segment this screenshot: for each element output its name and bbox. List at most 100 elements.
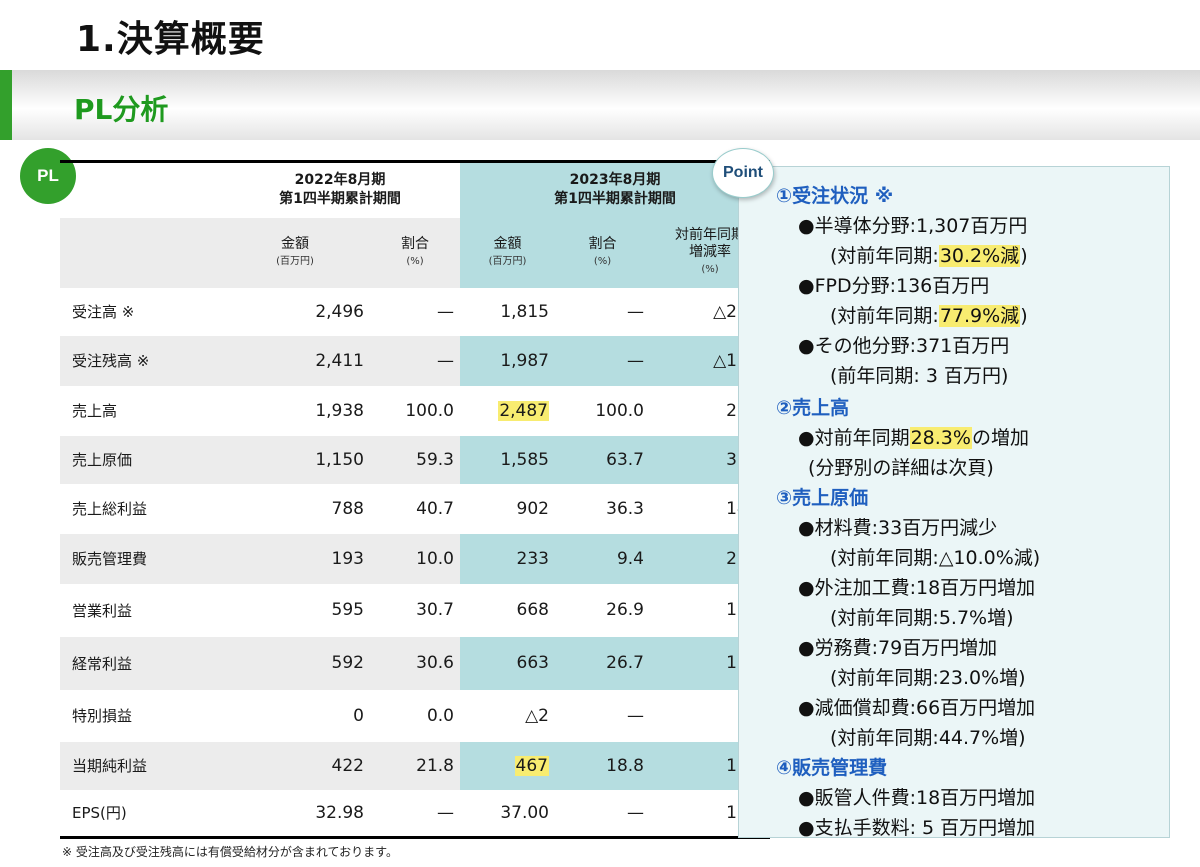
prev-ratio-cell: 0.0 [370, 689, 460, 742]
point-line: (対前年同期:23.0%増) [830, 667, 1026, 689]
curr-ratio-cell: — [555, 689, 650, 742]
highlight-value: 2,487 [498, 400, 549, 421]
point-line: ●FPD分野:136百万円 [798, 275, 990, 297]
header-prev-amount: 金額 (百万円) [220, 217, 370, 288]
highlight-value: 30.2%減 [938, 245, 1021, 267]
curr-ratio-cell: — [555, 287, 650, 336]
point-panel [738, 166, 1170, 838]
curr-ratio-cell: — [555, 335, 650, 386]
point-line: ●労務費:79百万円増加 [798, 637, 998, 659]
header-prev-period: 2022年8月期 第1四半期累計期間 [220, 160, 460, 218]
prev-ratio-cell: 30.7 [370, 583, 460, 637]
table-row: 受注残高 ※2,411—1,987—△17.6 [60, 335, 771, 386]
point-line: ●販管人件費:18百万円増加 [798, 787, 1036, 809]
point-line: (対前年同期:5.7%増) [830, 607, 1014, 629]
header-curr-amount: 金額 (百万円) [460, 217, 555, 288]
row-label: 受注高 ※ [60, 287, 220, 336]
point-heading-sales: ②売上高 [776, 397, 850, 419]
point-line: ●対前年同期28.3%の増加 [798, 427, 1029, 449]
prev-amount-cell: 32.98 [220, 789, 370, 839]
curr-ratio-cell: 36.3 [555, 483, 650, 534]
curr-amount-cell: 663 [460, 636, 555, 690]
row-label: 受注残高 ※ [60, 335, 220, 386]
prev-ratio-cell: 21.8 [370, 741, 460, 790]
point-line: ●材料費:33百万円減少 [798, 517, 998, 539]
curr-ratio-cell: 100.0 [555, 385, 650, 436]
curr-amount-cell: 233 [460, 533, 555, 584]
row-label: EPS(円) [60, 789, 220, 839]
footnote: ※ 受注高及び受注残高には有償受給材分が含まれております。 [62, 845, 398, 859]
point-line: (前年同期: 3 百万円) [830, 365, 1009, 387]
prev-ratio-cell: — [370, 789, 460, 839]
prev-amount-cell: 788 [220, 483, 370, 534]
point-line: ●外注加工費:18百万円増加 [798, 577, 1036, 599]
curr-ratio-cell: 26.7 [555, 636, 650, 690]
section-title: PL分析 [74, 93, 169, 126]
point-line: ●半導体分野:1,307百万円 [798, 215, 1028, 237]
prev-ratio-cell: 40.7 [370, 483, 460, 534]
curr-ratio-cell: 9.4 [555, 533, 650, 584]
section-accent-bar [0, 70, 12, 140]
row-label: 売上高 [60, 385, 220, 436]
point-heading-orders: ①受注状況 ※ [776, 185, 894, 207]
curr-amount-cell: 1,987 [460, 335, 555, 386]
prev-ratio-cell: — [370, 335, 460, 386]
header-prev-ratio: 割合 (%) [370, 217, 460, 288]
curr-amount-cell: 668 [460, 583, 555, 637]
point-line: ●支払手数料: 5 百万円増加 [798, 817, 1036, 839]
prev-amount-cell: 2,411 [220, 335, 370, 386]
section-header-band [0, 70, 1200, 140]
prev-amount-cell: 1,150 [220, 435, 370, 484]
prev-ratio-cell: 100.0 [370, 385, 460, 436]
point-line: (対前年同期:△10.0%減) [830, 547, 1041, 569]
pl-table: 2022年8月期 第1四半期累計期間 2023年8月期 第1四半期累計期間 金額… [60, 160, 771, 839]
prev-amount-cell: 422 [220, 741, 370, 790]
point-heading-cogs: ③売上原価 [776, 487, 869, 509]
header-curr-ratio: 割合 (%) [555, 217, 650, 288]
prev-ratio-cell: 59.3 [370, 435, 460, 484]
table-row: EPS(円)32.98—37.00—12.2 [60, 789, 771, 839]
curr-amount-cell: 467 [460, 741, 555, 790]
row-label: 販売管理費 [60, 533, 220, 584]
row-label: 売上原価 [60, 435, 220, 484]
curr-amount-cell: 1,585 [460, 435, 555, 484]
table-row: 受注高 ※2,496—1,815—△27.3 [60, 287, 771, 336]
curr-ratio-cell: — [555, 789, 650, 839]
curr-amount-cell: 2,487 [460, 385, 555, 436]
point-line: (分野別の詳細は次頁) [808, 457, 994, 479]
curr-ratio-cell: 18.8 [555, 741, 650, 790]
prev-amount-cell: 0 [220, 689, 370, 742]
point-badge: Point [712, 148, 774, 198]
prev-ratio-cell: 10.0 [370, 533, 460, 584]
row-label: 経常利益 [60, 636, 220, 690]
table-header-period-row: 2022年8月期 第1四半期累計期間 2023年8月期 第1四半期累計期間 [60, 160, 771, 218]
curr-amount-cell: 37.00 [460, 789, 555, 839]
highlight-value: 467 [514, 755, 549, 776]
page-title: 1.決算概要 [76, 19, 265, 60]
curr-amount-cell: 902 [460, 483, 555, 534]
table-header-column-row: 金額 (百万円) 割合 (%) 金額 (百万円) 割合 (%) 対前年同期 増減率 (%) [60, 217, 771, 288]
row-label: 特別損益 [60, 689, 220, 742]
curr-ratio-cell: 26.9 [555, 583, 650, 637]
curr-ratio-cell: 63.7 [555, 435, 650, 484]
prev-amount-cell: 1,938 [220, 385, 370, 436]
curr-amount-cell: 1,815 [460, 287, 555, 336]
point-heading-sga: ④販売管理費 [776, 757, 888, 779]
header-blank [60, 160, 220, 218]
row-label: 当期純利益 [60, 741, 220, 790]
prev-amount-cell: 193 [220, 533, 370, 584]
prev-amount-cell: 592 [220, 636, 370, 690]
point-line: (対前年同期:30.2%減) [830, 245, 1028, 267]
highlight-value: 77.9%減 [938, 305, 1021, 327]
prev-amount-cell: 2,496 [220, 287, 370, 336]
prev-ratio-cell: — [370, 287, 460, 336]
point-line: (対前年同期:44.7%増) [830, 727, 1026, 749]
